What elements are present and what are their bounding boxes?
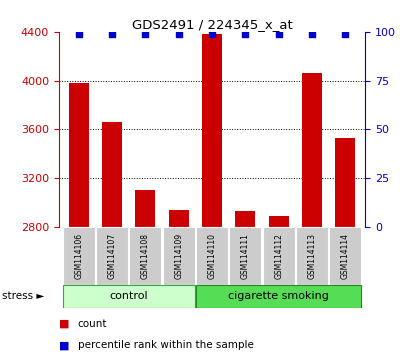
Point [342,31,349,37]
Bar [69,83,89,227]
Text: GSM114107: GSM114107 [108,233,117,279]
Text: GSM114108: GSM114108 [141,233,150,279]
Text: GSM114106: GSM114106 [74,233,83,279]
Point [109,31,116,37]
Point [242,31,249,37]
Text: GSM114113: GSM114113 [307,233,317,279]
Bar [302,73,322,227]
Text: ■: ■ [59,340,73,350]
Text: GSM114112: GSM114112 [274,233,283,279]
Text: stress ►: stress ► [2,291,45,302]
Bar [169,210,189,227]
Text: cigarette smoking: cigarette smoking [228,291,329,302]
Bar [202,34,222,227]
Text: GSM114110: GSM114110 [207,233,217,279]
Bar [129,227,161,285]
Bar [196,227,228,285]
Bar [269,216,289,227]
Text: percentile rank within the sample: percentile rank within the sample [78,340,254,350]
Bar [63,227,95,285]
Text: GSM114111: GSM114111 [241,233,250,279]
Text: GSM114109: GSM114109 [174,233,183,279]
Text: GSM114114: GSM114114 [341,233,350,279]
Bar [163,227,195,285]
Point [276,31,282,37]
Point [176,31,182,37]
Bar [63,285,195,308]
Point [142,31,149,37]
Text: control: control [110,291,148,302]
Text: count: count [78,319,107,329]
Point [309,31,315,37]
Title: GDS2491 / 224345_x_at: GDS2491 / 224345_x_at [132,18,292,31]
Bar [329,227,361,285]
Bar [96,227,128,285]
Bar [102,122,122,227]
Bar [229,227,261,285]
Bar [296,227,328,285]
Point [76,31,82,37]
Text: ■: ■ [59,319,73,329]
Bar [236,211,255,227]
Bar [336,138,355,227]
Point [209,31,215,37]
Bar [263,227,295,285]
Bar [135,190,155,227]
Bar [196,285,361,308]
